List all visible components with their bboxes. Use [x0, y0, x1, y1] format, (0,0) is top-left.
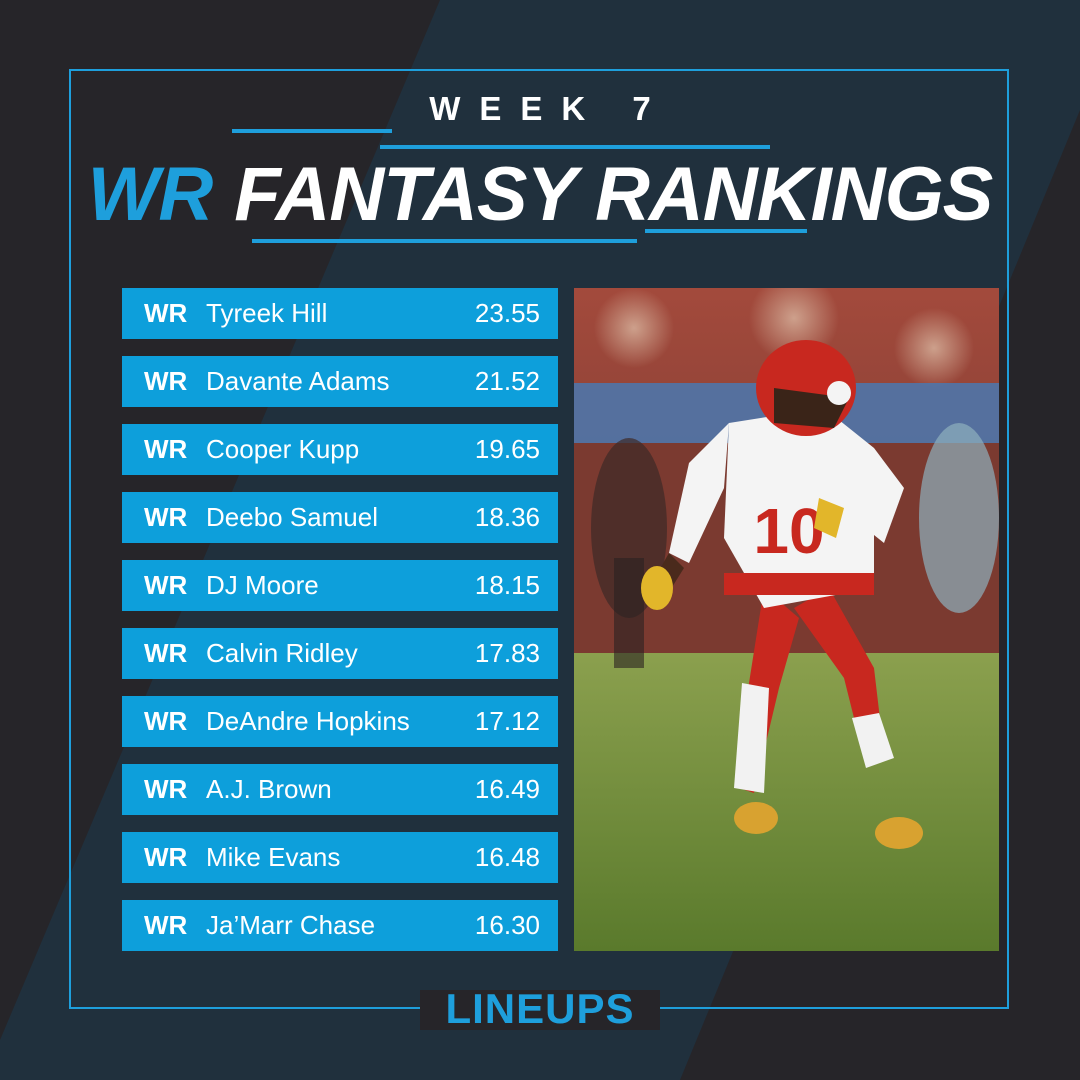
position-label: WR [144, 570, 188, 600]
position-label: WR [144, 434, 188, 464]
ranking-row: WR DJ Moore 18.15 [122, 560, 558, 611]
ranking-row: WR Cooper Kupp 19.65 [122, 424, 558, 475]
title-main: FANTASY RANKINGS [234, 152, 993, 237]
position-label: WR [144, 774, 188, 804]
jersey-number: 10 [753, 495, 824, 567]
decor-line [252, 239, 637, 243]
ranking-row: WR Calvin Ridley 17.83 [122, 628, 558, 679]
player-photo: 10 [574, 288, 999, 951]
player-points: 23.55 [474, 298, 540, 328]
player-name: Tyreek Hill [206, 298, 328, 328]
player-name: Davante Adams [206, 366, 390, 396]
player-name: Cooper Kupp [206, 434, 360, 464]
player-name: Deebo Samuel [206, 502, 378, 532]
title-accent: WR [87, 152, 214, 237]
position-label: WR [144, 298, 188, 328]
player-points: 21.52 [474, 366, 540, 396]
ranking-row: WR A.J. Brown 16.49 [122, 764, 558, 815]
decor-line [380, 145, 770, 149]
ranking-row: WR DeAndre Hopkins 17.12 [122, 696, 558, 747]
position-label: WR [144, 706, 188, 736]
decor-line [645, 229, 807, 233]
player-points: 16.30 [474, 910, 540, 940]
page-title: WR FANTASY RANKINGS [0, 152, 1080, 238]
position-label: WR [144, 842, 188, 872]
player-name: DeAndre Hopkins [206, 706, 410, 736]
ranking-row: WR Deebo Samuel 18.36 [122, 492, 558, 543]
player-name: Calvin Ridley [206, 638, 358, 668]
player-points: 17.83 [474, 638, 540, 668]
player-points: 16.49 [474, 774, 540, 804]
ranking-row: WR Ja’Marr Chase 16.30 [122, 900, 558, 951]
week-label: WEEK 7 [429, 90, 670, 127]
player-points: 19.65 [474, 434, 540, 464]
player-name: A.J. Brown [206, 774, 332, 804]
ranking-row: WR Tyreek Hill 23.55 [122, 288, 558, 339]
position-label: WR [144, 638, 188, 668]
rankings-list: WR Tyreek Hill 23.55 WR Davante Adams 21.52 … [122, 288, 558, 968]
decor-line [232, 129, 392, 133]
player-name: Mike Evans [206, 842, 341, 872]
position-label: WR [144, 502, 188, 532]
player-points: 18.15 [474, 570, 540, 600]
player-name: DJ Moore [206, 570, 319, 600]
player-points: 18.36 [474, 502, 540, 532]
position-label: WR [144, 366, 188, 396]
player-name: Ja’Marr Chase [206, 910, 376, 940]
ranking-row: WR Davante Adams 21.52 [122, 356, 558, 407]
frame-gap [420, 990, 660, 1030]
ranking-row: WR Mike Evans 16.48 [122, 832, 558, 883]
lineups-logo: LINEUPS [445, 985, 635, 1032]
player-points: 16.48 [474, 842, 540, 872]
player-points: 17.12 [474, 706, 540, 736]
position-label: WR [144, 910, 188, 940]
